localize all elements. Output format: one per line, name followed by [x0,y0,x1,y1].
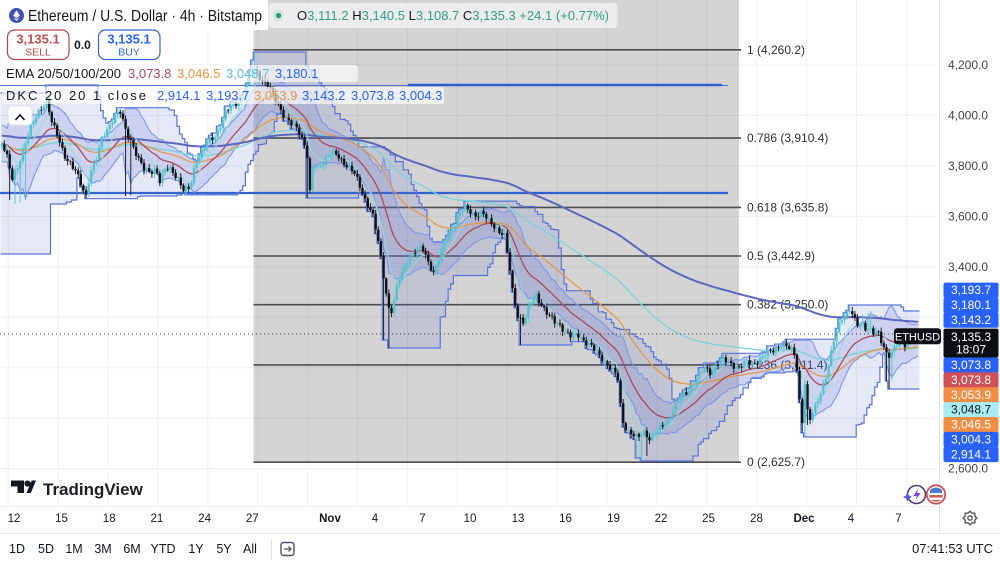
svg-text:Ethereum / U.S. Dollar · 4h ·: Ethereum / U.S. Dollar · 4h · Bitstamp [28,8,262,25]
svg-text:19: 19 [607,513,620,525]
svg-text:All: All [243,542,257,556]
svg-text:3,193.7: 3,193.7 [951,283,991,297]
svg-text:3,046.5: 3,046.5 [177,66,220,81]
svg-text:3,073.8: 3,073.8 [351,88,394,103]
svg-text:28: 28 [750,513,763,525]
svg-text:Nov: Nov [319,513,341,525]
svg-text:3,004.3: 3,004.3 [399,88,442,103]
svg-text:18: 18 [103,513,116,525]
svg-text:0.786 (3,910.4): 0.786 (3,910.4) [747,131,828,145]
svg-text:3,073.8: 3,073.8 [951,373,991,387]
svg-text:3,180.1: 3,180.1 [275,66,318,81]
svg-text:3,135.3: 3,135.3 [951,330,991,344]
svg-text:EMA 20/50/100/200: EMA 20/50/100/200 [6,66,121,81]
svg-text:0.5 (3,442.9): 0.5 (3,442.9) [747,249,815,263]
svg-text:7: 7 [419,513,425,525]
svg-text:3,048.7: 3,048.7 [226,66,269,81]
svg-text:BUY: BUY [118,47,140,59]
svg-text:3,004.3: 3,004.3 [951,433,991,447]
svg-text:4,000.0: 4,000.0 [948,109,988,123]
svg-text:YTD: YTD [151,542,176,556]
svg-text:2,600.0: 2,600.0 [948,462,988,476]
svg-text:3,073.8: 3,073.8 [951,358,991,372]
svg-text:1 (4,260.2): 1 (4,260.2) [747,43,805,57]
svg-text:3,600.0: 3,600.0 [948,209,988,223]
svg-text:18:07: 18:07 [956,343,986,357]
svg-text:3M: 3M [94,542,111,556]
svg-text:SELL: SELL [25,47,51,59]
svg-text:3,135.1: 3,135.1 [16,32,59,47]
svg-text:27: 27 [246,513,259,525]
svg-text:6M: 6M [123,542,140,556]
svg-text:7: 7 [895,513,901,525]
svg-text:4,200.0: 4,200.0 [948,58,988,72]
svg-text:4: 4 [372,513,379,525]
svg-text:5Y: 5Y [216,542,232,556]
svg-text:3,048.7: 3,048.7 [951,403,991,417]
svg-text:TradingView: TradingView [43,480,144,499]
svg-text:2,914.1: 2,914.1 [951,447,991,461]
svg-text:3,053.9: 3,053.9 [951,388,991,402]
svg-text:3,143.2: 3,143.2 [951,313,991,327]
svg-text:O3,111.2 H3,140.5 L3,108.7 C3,: O3,111.2 H3,140.5 L3,108.7 C3,135.3 +24.… [297,8,609,23]
svg-text:2,914.1: 2,914.1 [157,88,200,103]
svg-text:3,800.0: 3,800.0 [948,159,988,173]
svg-text:0.0: 0.0 [74,38,91,52]
svg-text:1D: 1D [9,542,25,556]
svg-text:12: 12 [8,513,21,525]
svg-text:3,180.1: 3,180.1 [951,298,991,312]
svg-text:07:41:53 UTC: 07:41:53 UTC [912,541,993,556]
svg-text:10: 10 [464,513,477,525]
svg-text:DKC 20 20 1 close: DKC 20 20 1 close [6,88,146,103]
svg-text:Dec: Dec [793,513,815,525]
svg-text:21: 21 [151,513,164,525]
svg-text:3,400.0: 3,400.0 [948,260,988,274]
svg-text:4: 4 [848,513,855,525]
svg-text:3,135.1: 3,135.1 [107,32,150,47]
svg-text:13: 13 [512,513,525,525]
svg-text:1Y: 1Y [188,542,204,556]
svg-text:ETHUSD: ETHUSD [895,331,940,343]
svg-text:15: 15 [55,513,68,525]
svg-text:1M: 1M [65,542,82,556]
svg-text:3,193.7: 3,193.7 [206,88,249,103]
svg-text:3,046.5: 3,046.5 [951,418,991,432]
svg-text:5D: 5D [38,542,54,556]
svg-text:22: 22 [655,513,668,525]
svg-text:0.618 (3,635.8): 0.618 (3,635.8) [747,200,828,214]
svg-text:3,053.9: 3,053.9 [254,88,297,103]
svg-text:25: 25 [702,513,715,525]
svg-text:0 (2,625.7): 0 (2,625.7) [747,455,805,469]
svg-text:3,143.2: 3,143.2 [302,88,345,103]
svg-text:3,073.8: 3,073.8 [128,66,171,81]
svg-text:16: 16 [559,513,572,525]
svg-text:24: 24 [198,513,211,525]
